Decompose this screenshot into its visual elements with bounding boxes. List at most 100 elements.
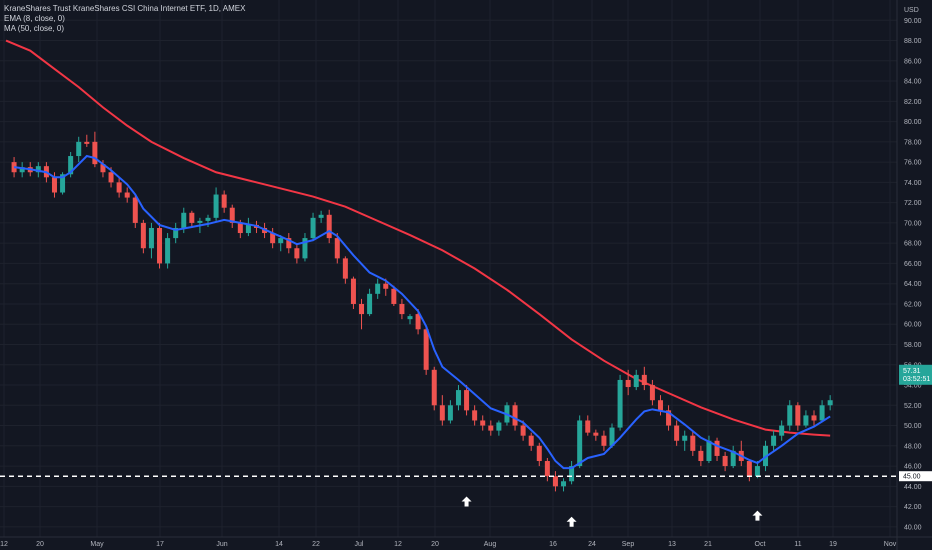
candle-down bbox=[108, 172, 114, 183]
y-tick-label: 50.00 bbox=[904, 423, 922, 430]
candle-up bbox=[569, 466, 575, 482]
candle-up bbox=[561, 481, 567, 487]
candle-up bbox=[754, 466, 760, 477]
y-tick-label: 44.00 bbox=[904, 484, 922, 491]
candle-down bbox=[593, 432, 599, 436]
y-tick-label: 42.00 bbox=[904, 504, 922, 511]
y-tick-label: 74.00 bbox=[904, 180, 922, 187]
candle-up bbox=[407, 316, 413, 320]
candle-down bbox=[359, 303, 365, 315]
y-tick-label: 78.00 bbox=[904, 139, 922, 146]
candle-down bbox=[528, 435, 534, 446]
x-tick-label: Jun bbox=[216, 541, 227, 548]
y-tick-label: 46.00 bbox=[904, 464, 922, 471]
candle-up bbox=[278, 238, 284, 244]
candle-down bbox=[520, 425, 526, 436]
candle-up bbox=[205, 217, 211, 221]
candle-up bbox=[181, 212, 187, 228]
up-arrow-icon bbox=[566, 516, 577, 527]
candle-down bbox=[488, 425, 494, 431]
candle-down bbox=[294, 248, 300, 259]
candle-down bbox=[399, 303, 405, 315]
candle-down bbox=[746, 461, 752, 477]
y-tick-label: 82.00 bbox=[904, 99, 922, 106]
candle-down bbox=[439, 405, 445, 421]
time-axis[interactable]: 12 20 May 17 Jun 14 22 Jul 12 20 Aug 16 24 Sep 13 21 Oct… bbox=[0, 536, 932, 548]
candle-down bbox=[601, 435, 607, 446]
candle-up bbox=[60, 174, 66, 193]
x-tick-label: 16 bbox=[549, 541, 557, 548]
candles bbox=[11, 131, 833, 492]
x-tick-label: 11 bbox=[794, 541, 801, 548]
y-tick-label: 70.00 bbox=[904, 220, 922, 227]
candle-down bbox=[536, 445, 542, 462]
x-tick-label: 12 bbox=[0, 541, 8, 548]
candle-up bbox=[827, 400, 833, 406]
x-tick-label: 19 bbox=[829, 541, 837, 548]
chart-title[interactable]: KraneShares Trust KraneShares CSI China … bbox=[4, 4, 246, 13]
candle-up bbox=[803, 415, 809, 426]
candle-up bbox=[367, 293, 373, 315]
y-tick-label: 66.00 bbox=[904, 261, 922, 268]
ema8-series bbox=[13, 154, 831, 470]
ma50-line bbox=[5, 39, 831, 437]
candle-down bbox=[189, 212, 195, 223]
currency-label: USD bbox=[904, 7, 919, 14]
level-price-value: 45.00 bbox=[903, 474, 921, 481]
candle-down bbox=[552, 476, 558, 487]
y-tick-label: 88.00 bbox=[904, 38, 922, 45]
x-tick-label: 21 bbox=[704, 541, 712, 548]
candle-down bbox=[795, 405, 801, 426]
x-tick-label: Sep bbox=[622, 541, 635, 548]
ema-indicator-label[interactable]: EMA (8, close, 0) bbox=[4, 14, 65, 23]
y-tick-label: 84.00 bbox=[904, 79, 922, 86]
candle-down bbox=[811, 415, 817, 421]
candle-down bbox=[124, 192, 130, 198]
y-tick-label: 64.00 bbox=[904, 281, 922, 288]
candle-up bbox=[302, 238, 308, 259]
candle-down bbox=[342, 258, 348, 279]
candle-up bbox=[730, 450, 736, 467]
candle-down bbox=[140, 222, 146, 249]
candle-up bbox=[447, 405, 453, 421]
x-tick-label: 20 bbox=[36, 541, 44, 548]
candle-down bbox=[383, 283, 389, 289]
candle-down bbox=[391, 288, 397, 304]
candle-up bbox=[245, 224, 251, 234]
candle-down bbox=[92, 141, 98, 165]
candle-down bbox=[649, 385, 655, 401]
y-tick-label: 48.00 bbox=[904, 443, 922, 450]
price-axis[interactable]: 40.00 42.00 44.00 46.00 48.00 50.00 52.00 54.00… bbox=[896, 0, 922, 550]
candle-up bbox=[682, 435, 688, 441]
candle-down bbox=[625, 379, 631, 388]
ema8-line bbox=[13, 154, 831, 470]
candle-down bbox=[722, 455, 728, 467]
y-tick-label: 72.00 bbox=[904, 200, 922, 207]
y-tick-label: 68.00 bbox=[904, 241, 922, 248]
y-tick-label: 90.00 bbox=[904, 18, 922, 25]
y-tick-label: 54.00 bbox=[904, 383, 922, 390]
countdown-value: 03:52:51 bbox=[903, 376, 930, 383]
grid bbox=[0, 0, 897, 537]
candle-down bbox=[480, 420, 486, 426]
candle-up bbox=[35, 166, 41, 173]
candle-down bbox=[132, 197, 138, 223]
candle-down bbox=[286, 238, 292, 249]
candle-down bbox=[326, 214, 332, 239]
candle-up bbox=[577, 420, 583, 467]
x-tick-label: 22 bbox=[312, 541, 320, 548]
x-tick-label: Nov bbox=[884, 541, 897, 548]
ma-indicator-label[interactable]: MA (50, close, 0) bbox=[4, 24, 65, 33]
candle-down bbox=[350, 278, 356, 304]
candle-down bbox=[423, 329, 429, 370]
candle-up bbox=[173, 227, 179, 239]
up-arrow-icon bbox=[461, 496, 472, 507]
candle-up bbox=[609, 427, 615, 446]
candle-down bbox=[229, 207, 235, 223]
x-tick-label: Jul bbox=[355, 541, 364, 548]
candle-down bbox=[512, 405, 518, 426]
candle-up bbox=[455, 390, 461, 406]
candle-down bbox=[666, 410, 672, 426]
